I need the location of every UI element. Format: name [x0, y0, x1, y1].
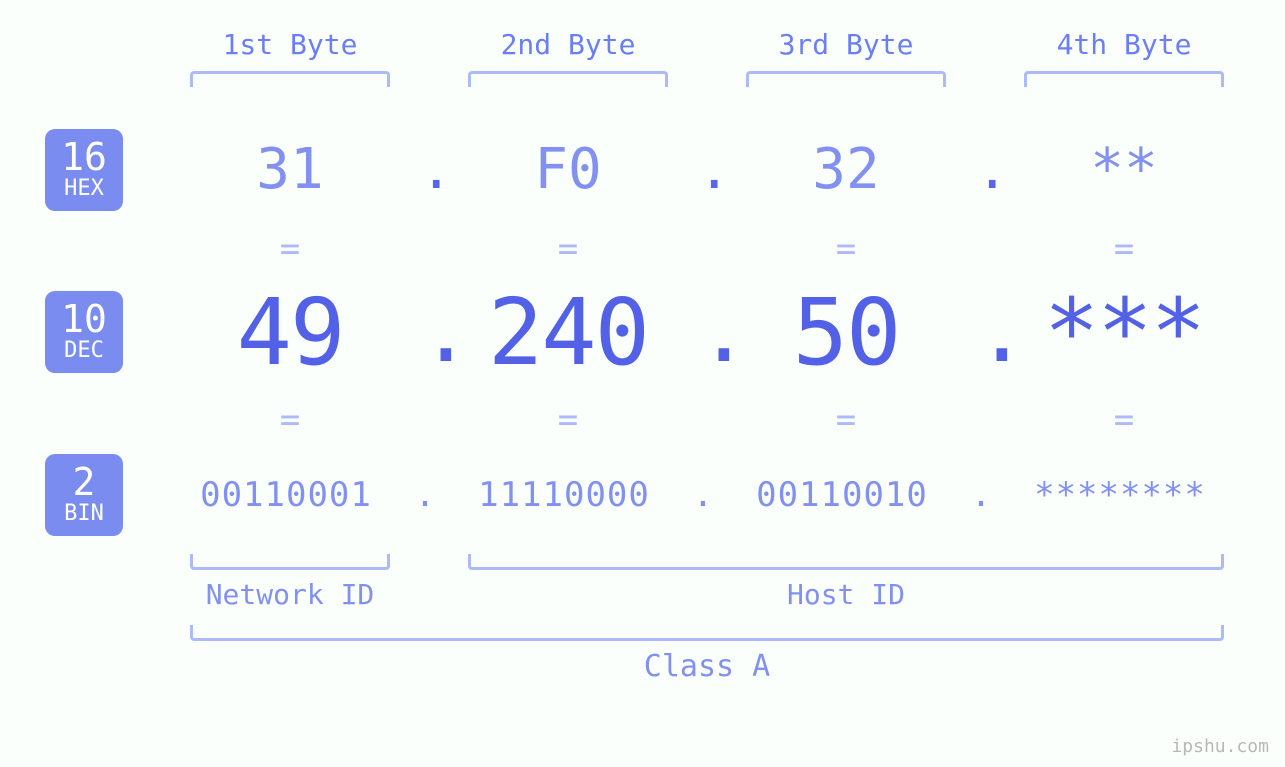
- dec-byte-3: 50: [716, 279, 976, 386]
- byte-header-2-label: 2nd Byte: [501, 28, 636, 61]
- eq-2-4: =: [1114, 400, 1134, 440]
- bin-byte-4: ********: [994, 475, 1246, 515]
- byte-header-4-label: 4th Byte: [1057, 28, 1192, 61]
- eq-1-2: =: [558, 229, 578, 269]
- hex-byte-1: 31: [160, 137, 420, 202]
- host-id-label: Host ID: [438, 578, 1254, 611]
- dec-byte-2: 240: [438, 279, 698, 386]
- dec-dot-2: .: [698, 282, 716, 382]
- dec-row: 10 DEC 49 . 240 . 50 . ***: [45, 279, 1265, 386]
- watermark: ipshu.com: [1171, 736, 1269, 757]
- eq-2-3: =: [836, 400, 856, 440]
- byte-header-4: 4th Byte: [994, 28, 1254, 87]
- bin-row: 2 BIN 00110001 . 11110000 . 00110010 . *…: [45, 454, 1265, 536]
- bracket-top-2: [468, 71, 668, 87]
- bracket-top-4: [1024, 71, 1224, 87]
- byte-header-3-label: 3rd Byte: [779, 28, 914, 61]
- eq-1-4: =: [1114, 229, 1134, 269]
- dec-badge: 10 DEC: [45, 291, 123, 373]
- hex-badge-base: 16: [45, 137, 123, 179]
- hex-dot-2: .: [698, 138, 716, 201]
- bin-dot-1: .: [412, 475, 438, 515]
- dec-values: 49 . 240 . 50 . ***: [160, 279, 1265, 386]
- eq-1-3: =: [836, 229, 856, 269]
- hex-badge-label: HEX: [45, 177, 123, 201]
- hex-badge: 16 HEX: [45, 129, 123, 211]
- bin-badge-base: 2: [45, 462, 123, 504]
- hex-values: 31 . F0 . 32 . **: [160, 137, 1265, 202]
- dec-badge-base: 10: [45, 299, 123, 341]
- dec-dot-3: .: [976, 282, 994, 382]
- class-bracket: [190, 625, 1224, 641]
- byte-header-1: 1st Byte: [160, 28, 420, 87]
- dec-badge-label: DEC: [45, 339, 123, 363]
- host-bracket: [468, 554, 1224, 570]
- hex-byte-2: F0: [438, 137, 698, 202]
- network-bracket: [190, 554, 390, 570]
- equals-row-dec-bin: = = = =: [160, 400, 1265, 440]
- eq-1-1: =: [280, 229, 300, 269]
- hex-dot-3: .: [976, 138, 994, 201]
- hex-byte-3: 32: [716, 137, 976, 202]
- hex-byte-4: **: [994, 137, 1254, 202]
- bin-byte-2: 11110000: [438, 475, 690, 515]
- dec-byte-4: ***: [994, 279, 1254, 386]
- byte-header-row: 1st Byte 2nd Byte 3rd Byte 4th Byte: [160, 28, 1265, 87]
- bin-byte-1: 00110001: [160, 475, 412, 515]
- equals-row-hex-dec: = = = =: [160, 229, 1265, 269]
- eq-2-2: =: [558, 400, 578, 440]
- bracket-top-3: [746, 71, 946, 87]
- bin-badge: 2 BIN: [45, 454, 123, 536]
- hex-row: 16 HEX 31 . F0 . 32 . **: [45, 129, 1265, 211]
- bin-dot-2: .: [690, 475, 716, 515]
- hex-dot-1: .: [420, 138, 438, 201]
- net-host-section: Network ID Host ID Class A: [160, 554, 1265, 684]
- bin-badge-label: BIN: [45, 502, 123, 526]
- eq-2-1: =: [280, 400, 300, 440]
- network-id-label: Network ID: [160, 578, 420, 611]
- bracket-top-1: [190, 71, 390, 87]
- dec-byte-1: 49: [160, 279, 420, 386]
- byte-header-3: 3rd Byte: [716, 28, 976, 87]
- ip-diagram: 1st Byte 2nd Byte 3rd Byte 4th Byte 16 H…: [45, 28, 1265, 684]
- bin-values: 00110001 . 11110000 . 00110010 . *******…: [160, 475, 1265, 515]
- byte-header-1-label: 1st Byte: [223, 28, 358, 61]
- dec-dot-1: .: [420, 282, 438, 382]
- bin-byte-3: 00110010: [716, 475, 968, 515]
- bin-dot-3: .: [968, 475, 994, 515]
- byte-header-2: 2nd Byte: [438, 28, 698, 87]
- class-label: Class A: [160, 649, 1254, 684]
